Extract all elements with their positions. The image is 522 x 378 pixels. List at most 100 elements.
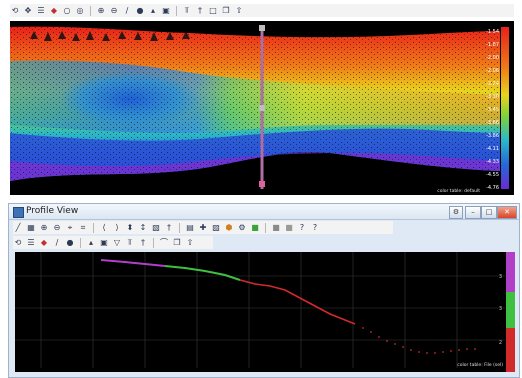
color-scale-bar — [501, 27, 509, 189]
profile-end-handle[interactable] — [259, 181, 265, 187]
layers-icon[interactable]: ☰ — [27, 237, 35, 247]
filter-icon[interactable]: ▽ — [113, 237, 121, 247]
profile-colorbar-purple — [506, 252, 515, 292]
circle-icon[interactable]: ○ — [63, 5, 71, 15]
color-scale-label: -1.54 — [486, 29, 499, 35]
minimize-button[interactable]: – — [465, 206, 481, 219]
drop-icon[interactable]: ◆ — [50, 5, 58, 15]
profile-colorbar-red — [506, 328, 515, 372]
point-icon[interactable]: ● — [136, 5, 144, 15]
profile-grid — [15, 252, 505, 368]
profile-view-window[interactable]: Profile View ⚙ – □ ✕ ╱ ▦ ⊕ ⊖ ⌖ ⌗ ⟨ ⟩ ⬍ ↕ ▧ † ▤ ✚ ▨ ⬢ ⚙ ■ ■… — [8, 203, 520, 378]
color-scale-label: -3.30 — [486, 94, 499, 100]
main-toolbar: ⟲ ✥ ☰ ◆ ○ ◎ ⊕ ⊖ ∕ ● ▴ ▣ ⫪ † □ ❐ ⇧ — [10, 4, 514, 17]
profile-toolbar-row-2: ⟲ ☰ ◆ ∕ ● ▴ ▣ ▽ ⫪ † ⌒ ❐ ⇧ — [13, 236, 213, 249]
marker-icon[interactable]: ▴ — [150, 5, 155, 15]
pan-icon[interactable]: ✥ — [24, 5, 32, 15]
layers-icon[interactable]: ☰ — [37, 5, 45, 15]
profile-tool-icon[interactable]: ⫪ — [127, 237, 133, 247]
rectangle-icon[interactable]: □ — [209, 5, 217, 15]
close-button[interactable]: ✕ — [497, 206, 517, 219]
pin-icon[interactable]: † — [141, 237, 145, 247]
profile-view-titlebar[interactable]: Profile View ⚙ – □ ✕ — [9, 204, 519, 220]
profile-trace-red — [239, 279, 356, 325]
copy-icon[interactable]: ❐ — [173, 237, 181, 247]
copy-icon[interactable]: ❐ — [222, 5, 230, 15]
toolbar-separator — [90, 5, 91, 16]
line-tool-icon[interactable]: ∕ — [125, 5, 129, 15]
pin-icon[interactable]: † — [198, 5, 202, 15]
help-icon[interactable]: ? — [312, 222, 318, 232]
cross-icon[interactable]: ✚ — [199, 222, 207, 232]
draw-line-icon[interactable]: ╱ — [15, 222, 21, 232]
split-icon[interactable]: ⬍ — [126, 222, 134, 232]
color-scale-label: -3.45 — [486, 107, 499, 113]
color-icon[interactable]: ⬢ — [225, 222, 233, 232]
point-cloud-view[interactable]: -1.54 -1.87 -2.00 -2.06 -2.24 -3.30 -3.45 -3.66… — [10, 21, 514, 195]
zoom-out-icon[interactable]: ⊖ — [53, 222, 61, 232]
profile-view-title: Profile View — [26, 206, 79, 216]
profile-plot: 3 3 2 color table: File (sel) — [15, 252, 515, 372]
profile-colorbar-green — [506, 292, 515, 328]
target-icon[interactable]: ◎ — [76, 5, 84, 15]
window-icon — [13, 207, 24, 218]
profile-tool-icon[interactable]: ⫪ — [184, 5, 190, 15]
color-scale-label: -4.55 — [486, 172, 499, 178]
export-icon[interactable]: ⇧ — [235, 5, 243, 15]
color-table-caption: color table: default — [437, 188, 480, 194]
question-icon[interactable]: ? — [299, 222, 305, 232]
color-scale-label: -3.66 — [486, 120, 499, 126]
maximize-button[interactable]: □ — [481, 206, 497, 219]
color-scale-label: -3.86 — [486, 133, 499, 139]
zoom-in-icon[interactable]: ⊕ — [97, 5, 105, 15]
toolbar-separator — [176, 5, 177, 16]
select-box-icon[interactable]: ▣ — [100, 237, 108, 247]
point-icon[interactable]: ● — [66, 237, 74, 247]
green-layer-icon[interactable]: ■ — [251, 222, 259, 232]
gray-layer-icon[interactable]: ■ — [272, 222, 280, 232]
profile-toolbar-row-1: ╱ ▦ ⊕ ⊖ ⌖ ⌗ ⟨ ⟩ ⬍ ↕ ▧ † ▤ ✚ ▨ ⬢ ⚙ ■ ■ ■?? — [13, 221, 393, 234]
select-icon[interactable]: ▧ — [152, 222, 160, 232]
box-icon[interactable]: ▨ — [212, 222, 220, 232]
zoom-in-icon[interactable]: ⊕ — [40, 222, 48, 232]
gray-layer-2-icon[interactable]: ■ — [285, 222, 293, 232]
toolbar-separator — [265, 222, 266, 233]
profile-start-handle[interactable] — [259, 25, 265, 31]
pin-icon[interactable]: † — [167, 222, 171, 232]
step-back-icon[interactable]: ⟨ — [102, 222, 106, 232]
color-scale-label: -2.24 — [486, 81, 499, 87]
measure-icon[interactable]: ↕ — [139, 222, 147, 232]
profile-scale-label: 3 — [499, 274, 502, 280]
profile-color-table-caption: color table: File (sel) — [457, 362, 503, 368]
fit-icon[interactable]: ▦ — [27, 222, 35, 232]
line-tool-icon[interactable]: ∕ — [55, 237, 59, 247]
color-scale-label: -4.76 — [486, 185, 499, 191]
export-icon[interactable]: ⇧ — [186, 237, 194, 247]
color-scale-label: -1.87 — [486, 42, 499, 48]
select-box-icon[interactable]: ▣ — [162, 5, 170, 15]
color-scale-label: -2.00 — [486, 55, 499, 61]
profile-trace-dots — [362, 327, 476, 354]
settings-icon[interactable]: ⚙ — [238, 222, 246, 232]
step-forward-icon[interactable]: ⟩ — [115, 222, 119, 232]
color-scale-label: -4.11 — [486, 146, 499, 152]
camera-icon[interactable]: ▤ — [186, 222, 194, 232]
toolbar-separator — [93, 222, 94, 233]
profile-mid-handle[interactable] — [259, 105, 265, 111]
toolbar-separator — [153, 237, 154, 248]
color-scale-label: -4.33 — [486, 159, 499, 165]
marker-icon[interactable]: ▴ — [88, 237, 93, 247]
profile-canvas[interactable]: 3 3 2 color table: File (sel) — [15, 252, 515, 372]
profile-trace-purple — [100, 259, 166, 267]
rotate-icon[interactable]: ⟲ — [14, 237, 22, 247]
zoom-window-icon[interactable]: ⌖ — [67, 222, 73, 232]
drop-icon[interactable]: ◆ — [40, 237, 48, 247]
zoom-extent-icon[interactable]: ⌗ — [80, 222, 86, 232]
point-cloud-canvas: -1.54 -1.87 -2.00 -2.06 -2.24 -3.30 -3.45 -3.66… — [10, 21, 509, 195]
lasso-icon[interactable]: ⌒ — [160, 237, 168, 247]
color-scale-label: -2.06 — [486, 68, 499, 74]
zoom-out-icon[interactable]: ⊖ — [110, 5, 118, 15]
settings-button[interactable]: ⚙ — [449, 206, 463, 219]
toolbar-separator — [179, 222, 180, 233]
rotate-icon[interactable]: ⟲ — [11, 5, 19, 15]
